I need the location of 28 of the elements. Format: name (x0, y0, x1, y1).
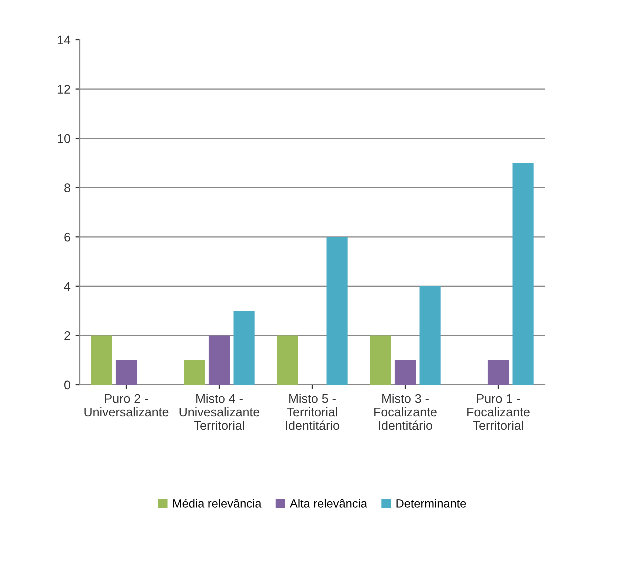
legend-label: Determinante (396, 499, 466, 508)
bar (370, 336, 392, 385)
bar (277, 336, 298, 385)
y-tick-label: 4 (64, 282, 71, 291)
y-tick-label: 2 (64, 332, 70, 340)
bar (420, 286, 441, 385)
bar (512, 163, 534, 385)
bar (184, 360, 206, 385)
y-tick-label: 12 (58, 85, 70, 94)
y-tick-label: 14 (58, 36, 71, 45)
legend-label: Alta relevância (290, 499, 368, 508)
x-tick-label: Puro 1 - Focalizante Territorial (468, 394, 530, 430)
bar (116, 360, 138, 385)
bar (488, 360, 510, 385)
legend-label: Média relevância (173, 499, 262, 508)
bar (394, 360, 416, 385)
y-tick-label: 8 (64, 184, 70, 193)
y-tick-label: 0 (64, 380, 70, 390)
bar (91, 336, 112, 385)
x-tick-label: Misto 3 - Focalizante Identitário (374, 394, 437, 430)
bar (234, 311, 255, 385)
y-tick-label: 6 (64, 232, 70, 242)
x-tick-label: Misto 5 - Territorial Identitário (286, 394, 340, 430)
x-tick-label: Puro 2 - Universalizante (84, 394, 169, 417)
bar (208, 336, 230, 385)
bar (326, 237, 348, 385)
x-tick-label: Misto 4 - Univesalizante Territorial (180, 394, 260, 430)
y-tick-label: 10 (58, 134, 70, 144)
